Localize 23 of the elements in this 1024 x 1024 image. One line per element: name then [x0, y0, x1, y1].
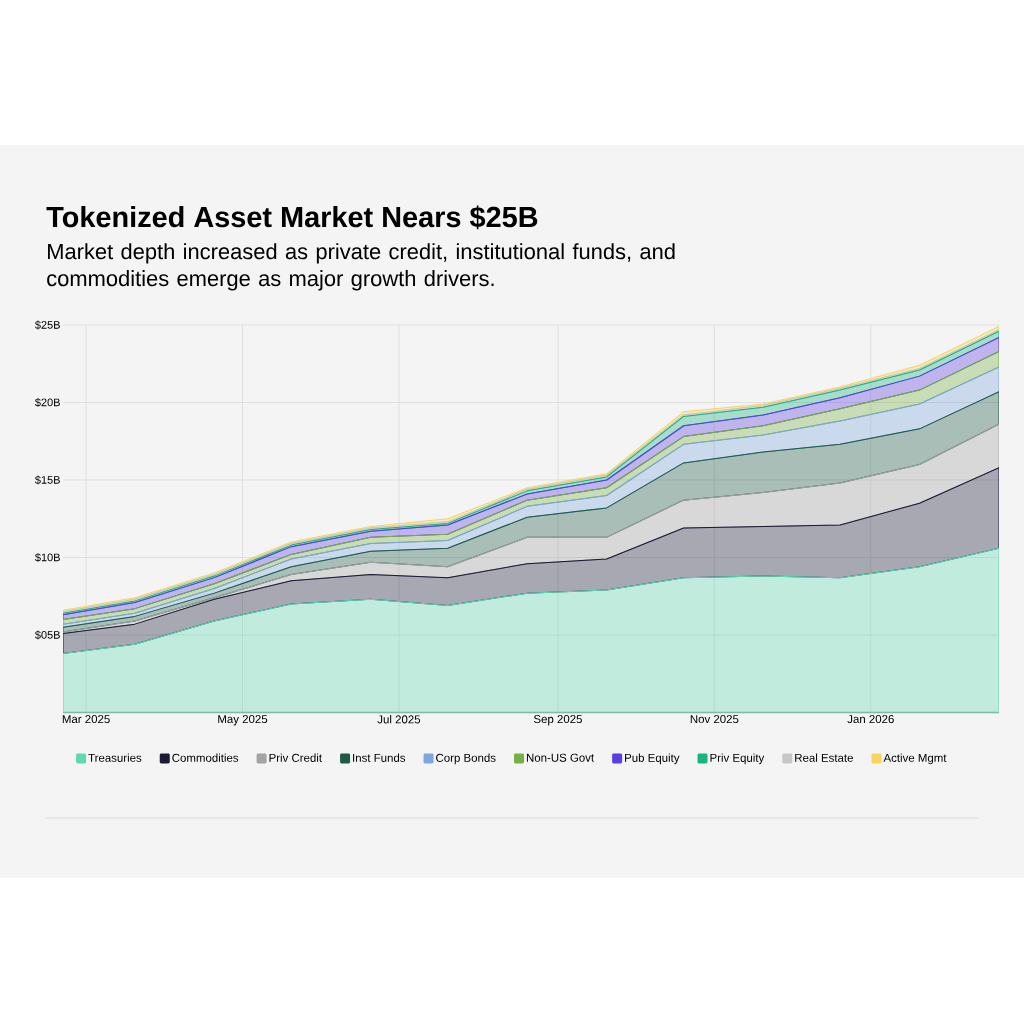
y-tick-label: $20B — [35, 398, 60, 407]
legend-label: Active Mgmt — [883, 753, 947, 765]
legend-label: Inst Funds — [353, 753, 406, 762]
x-tick-label: Nov 2025 — [690, 715, 739, 724]
y-tick-label: $25B — [35, 320, 60, 330]
legend-label: Treasuries — [88, 753, 142, 762]
legend-label: Non-US Govt — [526, 753, 595, 762]
chart-title: Tokenized Asset Market Nears $25B — [46, 205, 538, 230]
legend-label: Commodities — [172, 753, 239, 762]
y-tick-label: $15B — [35, 475, 60, 485]
y-tick-label: $10B — [35, 553, 60, 562]
x-tick-label: Sep 2025 — [533, 715, 582, 726]
legend-label: Priv Credit — [269, 753, 322, 762]
legend-label: Priv Equity — [710, 753, 765, 765]
y-tick-label: $05B — [35, 630, 60, 640]
x-tick-label: Jul 2025 — [377, 715, 421, 724]
legend-label: Real Estate — [795, 753, 853, 762]
x-tick-label: Jan 2026 — [847, 715, 894, 724]
chart-subtitle: Market depth increased as private credit, institutional funds, and commodities emerge as major growth drivers. — [47, 243, 675, 291]
x-tick-label: Mar 2025 — [62, 715, 110, 724]
legend-label: Pub Equity — [625, 753, 680, 765]
x-tick-label: May 2025 — [218, 715, 268, 726]
legend-label: Corp Bonds — [436, 753, 496, 765]
